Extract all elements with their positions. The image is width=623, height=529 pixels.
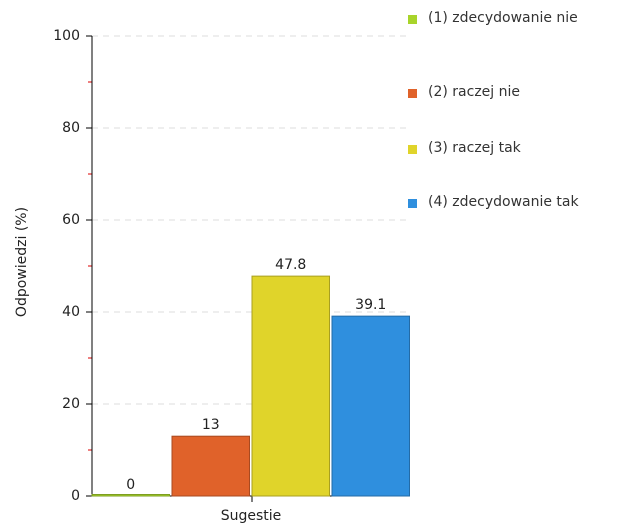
legend-swatch [408, 15, 417, 24]
bar [331, 315, 410, 497]
bar [251, 275, 330, 497]
legend-label: (2) raczej nie [428, 84, 520, 100]
y-axis-label: Odpowiedzi (%) [14, 207, 30, 317]
legend-label: (1) zdecydowanie nie [428, 10, 578, 26]
y-tick-label: 0 [71, 488, 80, 504]
legend-item: (3) raczej tak [408, 140, 583, 157]
bar [171, 435, 250, 497]
y-tick-label: 80 [62, 120, 80, 136]
legend-label: (4) zdecydowanie tak [428, 194, 579, 210]
y-tick-label: 60 [62, 212, 80, 228]
legend-swatch [408, 89, 417, 98]
legend-swatch [408, 145, 417, 154]
y-tick-label: 20 [62, 396, 80, 412]
legend-swatch [408, 199, 417, 208]
value-label: 47.8 [275, 257, 306, 273]
y-tick-label: 100 [53, 28, 80, 44]
x-tick-label: Sugestie [221, 508, 282, 524]
value-label: 13 [202, 417, 220, 433]
legend-item: (2) raczej nie [408, 84, 583, 101]
value-label: 39.1 [355, 297, 386, 313]
y-tick-label: 40 [62, 304, 80, 320]
bar [91, 494, 170, 497]
legend-label: (3) raczej tak [428, 140, 521, 156]
legend-item: (1) zdecydowanie nie [408, 10, 583, 27]
legend-item: (4) zdecydowanie tak [408, 194, 583, 211]
value-label: 0 [126, 477, 135, 493]
